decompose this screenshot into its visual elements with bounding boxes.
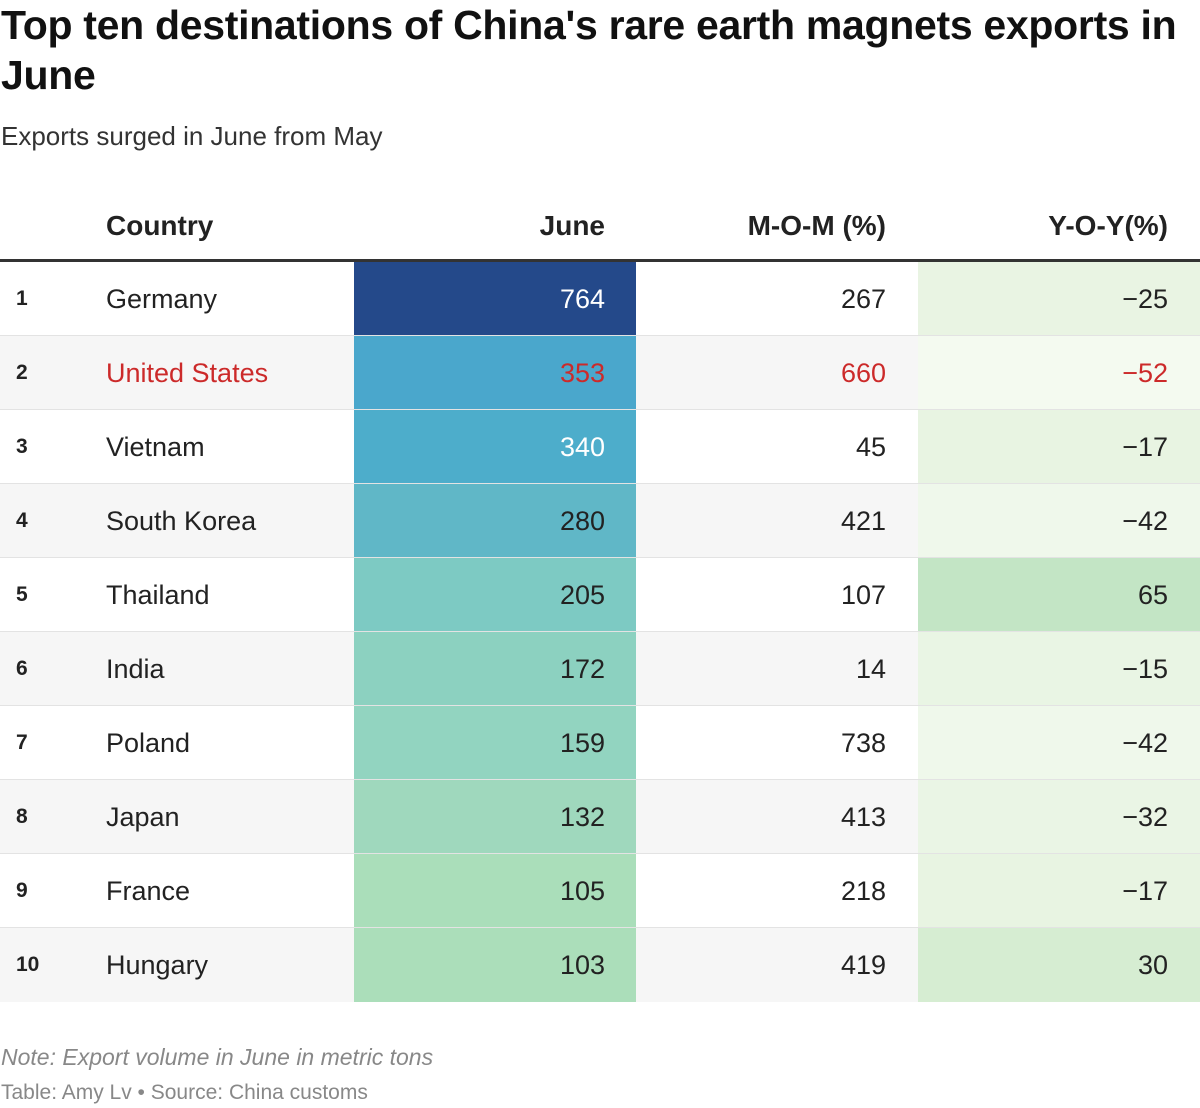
june-cell: 340	[354, 410, 636, 483]
june-cell: 353	[354, 336, 636, 409]
yoy-cell: −25	[918, 262, 1200, 335]
mom-cell: 419	[840, 950, 886, 980]
june-cell: 159	[354, 706, 636, 779]
yoy-cell: −42	[918, 484, 1200, 557]
country-cell: United States	[106, 358, 269, 388]
column-header-country[interactable]: Country	[106, 210, 214, 241]
data-table: Country June M-O-M (%) Y-O-Y(%) 1 Germany…	[0, 190, 1200, 1002]
table-row: 9 France 105 218 −17	[0, 854, 1200, 928]
column-header-june[interactable]: June	[539, 210, 605, 241]
june-cell: 105	[354, 854, 636, 927]
country-cell: Germany	[106, 284, 218, 314]
mom-cell: 107	[840, 580, 886, 610]
yoy-cell: −32	[918, 780, 1200, 853]
country-cell: France	[106, 876, 191, 906]
table-row: 8 Japan 132 413 −32	[0, 780, 1200, 854]
rank-cell: 1	[16, 287, 28, 310]
chart-subtitle: Exports surged in June from May	[1, 121, 383, 151]
country-cell: India	[106, 654, 165, 684]
rank-cell: 7	[16, 731, 28, 754]
table-row: 4 South Korea 280 421 −42	[0, 484, 1200, 558]
rank-cell: 9	[16, 879, 28, 902]
table-note: Note: Export volume in June in metric to…	[1, 1044, 434, 1070]
country-cell: Japan	[106, 802, 180, 832]
chart-title: Top ten destinations of China's rare ear…	[1, 2, 1177, 98]
table-header: Country June M-O-M (%) Y-O-Y(%)	[0, 190, 1200, 262]
june-cell: 103	[354, 928, 636, 1002]
yoy-cell: −42	[918, 706, 1200, 779]
mom-cell: 14	[855, 654, 886, 684]
table-row: 3 Vietnam 340 45 −17	[0, 410, 1200, 484]
mom-cell: 45	[855, 432, 886, 462]
table-row: 6 India 172 14 −15	[0, 632, 1200, 706]
table-source: Table: Amy Lv • Source: China customs	[1, 1081, 368, 1104]
table-row: 2 United States 353 660 −52	[0, 336, 1200, 410]
rank-cell: 10	[16, 953, 40, 976]
rank-cell: 3	[16, 435, 28, 458]
table-body: 1 Germany 764 267 −25 2 United States 353 660 −52…	[0, 262, 1200, 1002]
mom-cell: 738	[840, 728, 886, 758]
table-row: 5 Thailand 205 107 65	[0, 558, 1200, 632]
mom-cell: 413	[840, 802, 886, 832]
mom-cell: 421	[840, 506, 886, 536]
mom-cell: 218	[840, 876, 886, 906]
yoy-cell: −15	[918, 632, 1200, 705]
country-cell: South Korea	[106, 506, 257, 536]
column-header-yoy[interactable]: Y-O-Y(%)	[1048, 210, 1168, 241]
yoy-cell: 30	[918, 928, 1200, 1002]
mom-cell: 660	[840, 358, 886, 388]
rank-cell: 4	[16, 509, 28, 532]
yoy-cell: −17	[918, 410, 1200, 483]
june-cell: 764	[354, 262, 636, 335]
rank-cell: 5	[16, 583, 28, 606]
rank-cell: 2	[16, 361, 28, 384]
country-cell: Hungary	[106, 950, 209, 980]
rank-cell: 8	[16, 805, 28, 828]
country-cell: Vietnam	[106, 432, 205, 462]
june-cell: 280	[354, 484, 636, 557]
table-row: 7 Poland 159 738 −42	[0, 706, 1200, 780]
table-row: 1 Germany 764 267 −25	[0, 262, 1200, 336]
country-cell: Poland	[106, 728, 191, 758]
june-cell: 205	[354, 558, 636, 631]
yoy-cell: 65	[918, 558, 1200, 631]
table-row: 10 Hungary 103 419 30	[0, 928, 1200, 1002]
june-cell: 172	[354, 632, 636, 705]
yoy-cell: −17	[918, 854, 1200, 927]
mom-cell: 267	[840, 284, 886, 314]
rank-cell: 6	[16, 657, 28, 680]
column-header-mom[interactable]: M-O-M (%)	[747, 210, 886, 241]
yoy-cell: −52	[918, 336, 1200, 409]
country-cell: Thailand	[106, 580, 210, 610]
june-cell: 132	[354, 780, 636, 853]
